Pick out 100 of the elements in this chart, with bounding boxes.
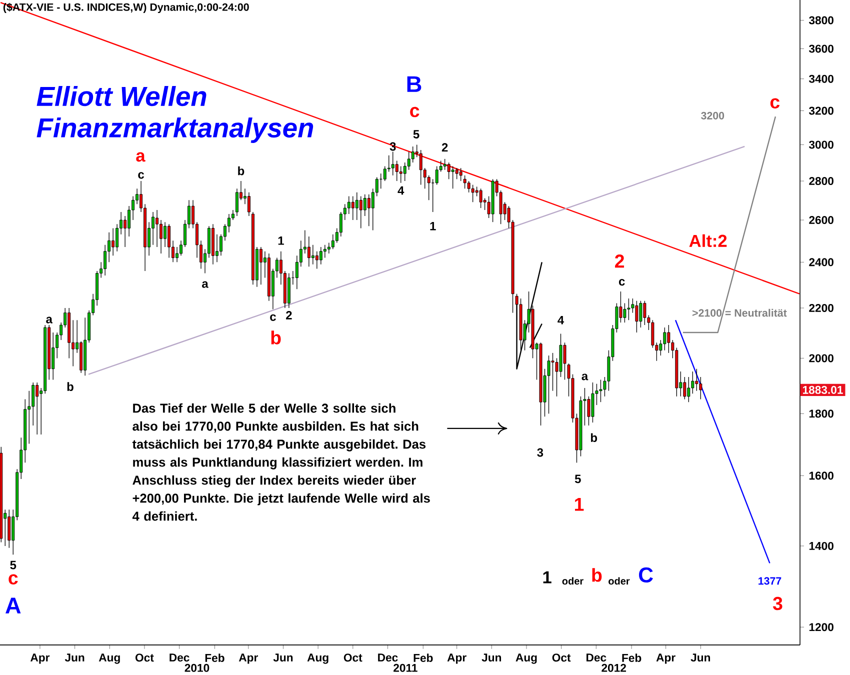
annotation: 3200 xyxy=(701,112,724,120)
candlestick xyxy=(367,194,370,226)
candlestick xyxy=(391,151,394,176)
x-tick-label: Feb xyxy=(205,654,224,662)
annotation: 1377 xyxy=(758,577,782,585)
x-tick-label: Dec xyxy=(378,654,398,662)
candlestick xyxy=(563,342,566,380)
annotation: b xyxy=(591,433,598,442)
annotation: 3 xyxy=(772,596,782,610)
x-tick-label: Dec xyxy=(170,654,190,662)
candlestick xyxy=(551,352,554,392)
annotation: Alt:2 xyxy=(689,234,727,248)
annotation: c xyxy=(138,172,144,179)
candlestick xyxy=(383,166,386,182)
annotation: 2 xyxy=(286,311,292,320)
candlestick xyxy=(104,244,107,276)
x-tick-label: Feb xyxy=(414,654,433,662)
candlestick xyxy=(683,376,686,400)
candlestick xyxy=(591,382,594,423)
candlestick xyxy=(32,382,35,426)
candlestick xyxy=(323,244,326,258)
x-tick-label: Apr xyxy=(447,654,466,664)
candlestick xyxy=(355,192,358,220)
annotation: Das Tief der Welle 5 der Welle 3 sollte sich also bei 1770,00 Punkte ausbilden. Es hat sich tatsächlich bei 1770,84 Punkte ausgebildet. Das muss als Punktlandung klassifiziert werden. Im Anschluss stieg der Index bereits wieder über +200,00 Punkte. Die jetzt laufende Welle wird als 4 definiert. xyxy=(132,403,430,521)
annotation: >2100 = Neutralität xyxy=(692,308,787,317)
y-tick-label: 1600 xyxy=(809,472,834,480)
x-tick-label: Jun xyxy=(64,654,84,662)
x-tick-label: Oct xyxy=(344,654,362,662)
annotation: oder xyxy=(562,577,584,585)
annotation: A xyxy=(6,598,21,614)
annotation: 2 xyxy=(442,143,448,152)
text: 2010 xyxy=(184,664,210,672)
candlestick xyxy=(419,150,422,186)
y-tick-label: 3000 xyxy=(808,140,834,149)
annotation: c xyxy=(618,279,625,286)
candlestick xyxy=(116,224,119,252)
candlestick xyxy=(459,168,462,182)
candlestick xyxy=(451,166,454,189)
annotation: c xyxy=(410,106,420,118)
candlestick xyxy=(435,166,438,186)
y-tick-label: 3800 xyxy=(808,16,834,24)
x-tick-label: Apr xyxy=(30,654,50,664)
x-tick-label: Dec xyxy=(586,654,606,662)
annotation: 5 xyxy=(574,474,581,484)
candlestick xyxy=(403,162,406,182)
y-tick-label: 1200 xyxy=(809,623,834,632)
annotation: b xyxy=(238,166,244,176)
candlestick xyxy=(699,376,702,400)
annotation: C xyxy=(639,567,653,582)
candlestick xyxy=(547,355,550,414)
candlestick xyxy=(587,396,590,426)
x-tick-label: Apr xyxy=(238,654,258,664)
annotation: Finanzmarktanalysen xyxy=(36,118,314,143)
annotation: a xyxy=(202,281,208,288)
candlestick xyxy=(691,371,694,394)
candlestick xyxy=(176,246,179,263)
annotation: 5 xyxy=(10,560,16,570)
annotation: Elliott Wellen xyxy=(36,86,206,106)
candlestick xyxy=(164,222,167,248)
x-tick-label: Jun xyxy=(273,654,293,662)
annotation: 3 xyxy=(537,448,544,457)
y-tick-label: 2200 xyxy=(809,304,834,312)
candlestick xyxy=(351,196,354,220)
annotation: a xyxy=(582,374,588,380)
annotation: 5 xyxy=(413,130,420,138)
candlestick xyxy=(455,168,458,180)
y-tick-label: 1800 xyxy=(809,410,834,418)
candlestick xyxy=(395,160,398,182)
candlestick xyxy=(347,196,350,214)
annotation: c xyxy=(8,574,18,584)
candlestick xyxy=(627,298,630,320)
x-tick-label: Oct xyxy=(135,654,154,662)
annotation: b xyxy=(67,382,74,391)
candlestick xyxy=(447,162,450,180)
y-tick-label: 3200 xyxy=(808,106,834,115)
candlestick xyxy=(160,220,163,254)
annotation: b xyxy=(592,568,602,582)
candlestick xyxy=(331,234,334,250)
y-tick-label: 1400 xyxy=(809,542,834,550)
candlestick xyxy=(443,158,446,170)
y-tick-label: 3400 xyxy=(808,74,834,83)
annotation: 4 xyxy=(558,316,564,324)
annotation: 1 xyxy=(543,571,552,584)
annotation: b xyxy=(271,330,281,344)
candlestick xyxy=(479,188,482,208)
candlestick xyxy=(623,302,626,323)
candlestick xyxy=(463,175,466,189)
candlestick xyxy=(599,379,602,402)
x-tick-label: Apr xyxy=(656,654,676,664)
candlestick xyxy=(259,246,262,285)
annotation: 1 xyxy=(278,236,284,245)
candlestick xyxy=(36,382,39,435)
text: 2011 xyxy=(394,664,418,672)
candlestick xyxy=(399,166,402,184)
annotation: c xyxy=(270,314,276,321)
annotation: a xyxy=(136,152,146,162)
x-tick-label: Jun xyxy=(482,654,502,662)
candlestick xyxy=(152,212,155,246)
candlestick xyxy=(687,376,690,402)
x-tick-label: Aug xyxy=(307,654,328,664)
